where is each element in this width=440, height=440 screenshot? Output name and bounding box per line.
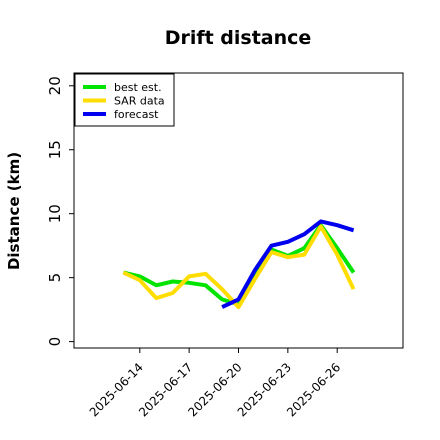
chart-title: Drift distance <box>165 27 312 49</box>
y-axis: 0 5 10 15 20 <box>46 76 74 346</box>
legend-label: SAR data <box>114 95 165 108</box>
y-tick-label: 20 <box>46 76 64 95</box>
y-tick-label: 5 <box>46 273 64 283</box>
legend-label: best est. <box>114 81 162 94</box>
x-axis: 2025-06-142025-06-172025-06-202025-06-23… <box>87 348 343 419</box>
y-tick-label: 0 <box>46 337 64 347</box>
series-line-forecast <box>221 219 355 309</box>
series-line-best-est- <box>122 223 356 307</box>
series-lines <box>122 219 356 310</box>
y-tick-label: 10 <box>46 204 64 223</box>
y-tick-label: 15 <box>46 140 64 159</box>
series-line-sar-data <box>122 224 356 310</box>
y-axis-label: Distance (km) <box>5 152 23 270</box>
x-tick-label: 2025-06-26 <box>284 360 343 419</box>
legend-label: forecast <box>114 108 159 121</box>
